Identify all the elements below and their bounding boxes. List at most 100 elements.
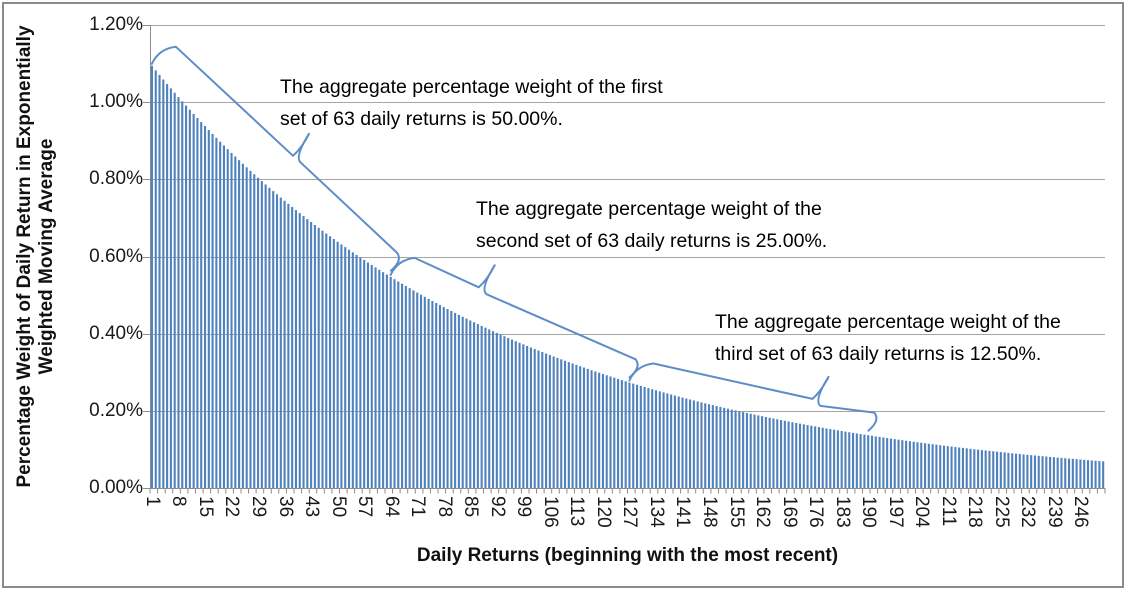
bar — [294, 210, 298, 488]
bar — [435, 303, 438, 488]
bar — [192, 113, 195, 488]
bar — [1083, 459, 1086, 488]
bar — [643, 387, 646, 488]
x-tick-label: 246 — [1070, 496, 1092, 528]
curly-brace-1 — [150, 45, 400, 272]
x-tick-label: 57 — [354, 496, 376, 518]
x-tick-label: 64 — [380, 496, 402, 518]
y-tick-label: 1.20% — [89, 14, 143, 35]
bar — [245, 167, 248, 488]
bar — [723, 407, 726, 488]
bar — [753, 414, 756, 488]
x-tick-label: 85 — [460, 496, 482, 518]
bar — [685, 398, 688, 488]
bar — [185, 105, 188, 488]
bar — [677, 396, 680, 488]
annotation-first-set-line2: set of 63 daily returns is 50.00%. — [280, 108, 563, 130]
x-tick-label: 148 — [698, 496, 720, 528]
bar — [306, 219, 309, 488]
bar — [563, 360, 567, 488]
x-tick-label: 15 — [194, 496, 216, 518]
y-tick-label: 1.00% — [89, 91, 143, 113]
bar — [1068, 458, 1071, 488]
bar — [431, 300, 434, 488]
y-tick-label: 0.40% — [89, 322, 143, 344]
bar — [340, 244, 343, 488]
bar — [344, 247, 347, 488]
bar — [241, 163, 244, 488]
x-tick-label: 99 — [513, 496, 535, 518]
bar — [298, 213, 301, 488]
bar — [969, 448, 972, 488]
bar — [1102, 461, 1105, 488]
bar-series — [150, 65, 1105, 489]
bar — [211, 133, 214, 488]
bar — [840, 431, 843, 488]
bar — [1037, 455, 1040, 488]
x-tick-label: 92 — [486, 496, 508, 518]
bar — [1003, 452, 1006, 488]
annotation-first-set: The aggregate percentage weight of the f… — [280, 71, 663, 135]
x-tick-label: 190 — [858, 496, 880, 528]
x-tick-label: 155 — [725, 496, 747, 528]
bar — [730, 409, 733, 488]
bar — [279, 197, 282, 488]
bar — [806, 425, 809, 488]
bar — [878, 436, 881, 488]
bar — [1026, 454, 1029, 488]
bar — [999, 452, 1002, 488]
bar — [897, 439, 900, 488]
bar — [219, 141, 222, 488]
bar — [931, 444, 934, 488]
bar — [1086, 460, 1090, 488]
bar — [586, 368, 589, 488]
bar — [1056, 457, 1059, 488]
bar — [715, 406, 718, 488]
bar — [768, 417, 771, 488]
bar — [745, 412, 748, 488]
x-tick-label: 197 — [884, 496, 906, 528]
y-axis-title: Percentage Weight of Daily Return in Exp… — [14, 25, 60, 488]
bar — [533, 349, 536, 488]
bar — [689, 399, 692, 488]
bar — [541, 352, 544, 488]
x-tick-label: 169 — [778, 496, 800, 528]
bar — [382, 272, 385, 488]
bar — [666, 393, 669, 488]
x-tick-label: 106 — [539, 496, 561, 528]
bar — [973, 449, 976, 488]
x-tick-label: 113 — [566, 496, 588, 527]
bar — [283, 200, 286, 489]
x-tick-label: 134 — [645, 496, 667, 528]
x-tick-label: 22 — [221, 496, 243, 518]
x-tick-label: 239 — [1043, 496, 1065, 528]
bar — [1022, 454, 1025, 488]
bar — [287, 203, 290, 488]
bar — [825, 428, 828, 488]
x-tick-label: 1 — [141, 496, 163, 507]
bar — [310, 222, 313, 488]
x-tick-label: 225 — [990, 496, 1012, 528]
bar — [579, 366, 582, 488]
bar — [510, 339, 514, 488]
bar — [980, 450, 983, 488]
bar — [779, 420, 783, 488]
bar — [351, 252, 354, 488]
x-tick-label: 120 — [592, 496, 614, 528]
bar — [965, 448, 968, 488]
bar — [984, 450, 987, 488]
bar — [389, 276, 392, 488]
bar — [851, 432, 855, 488]
bar — [590, 370, 593, 488]
x-tick-label: 176 — [805, 496, 827, 528]
bar — [567, 362, 570, 488]
x-tick-label: 141 — [672, 496, 694, 528]
bar — [507, 337, 510, 488]
y-tick-label: 0.60% — [89, 245, 143, 267]
x-tick-label: 50 — [327, 496, 349, 518]
bar — [726, 408, 730, 488]
bar — [215, 137, 218, 488]
bar — [814, 426, 817, 488]
bar — [707, 404, 711, 488]
